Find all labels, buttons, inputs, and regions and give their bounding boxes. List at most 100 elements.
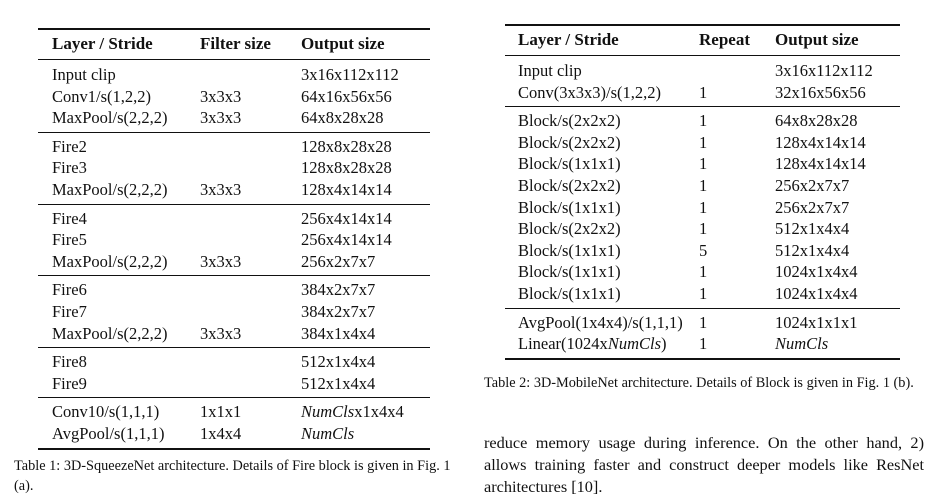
layer-cell: Conv1/s(1,2,2) (52, 86, 151, 106)
layer-cell: Fire8 (52, 352, 87, 372)
output-cell: 3x16x112x112 (775, 61, 873, 80)
output-cell: 64x8x28x28 (301, 108, 384, 128)
layer-cell: MaxPool/s(2,2,2) (52, 251, 168, 271)
table-rule (505, 357, 900, 360)
table1-caption: Table 1: 3D-SqueezeNet architecture. Det… (14, 458, 451, 494)
layer-cell: MaxPool/s(2,2,2) (52, 180, 168, 199)
output-cell: 3x16x112x112 (301, 65, 399, 84)
table-rule (505, 106, 900, 108)
layer-cell: AvgPool/s(1,1,1) (52, 424, 165, 443)
layer-cell: MaxPool/s(2,2,2) (52, 323, 168, 343)
layer-cell: AvgPool(1x4x4)/s(1,1,1) (518, 312, 683, 332)
table-rule (38, 275, 430, 277)
mobilenet-table: Layer / Stride Repeat Output size Input cli… (505, 24, 900, 364)
column-header: Filter size (200, 34, 271, 53)
layer-cell: Conv(3x3x3)/s(1,2,2) (518, 82, 661, 102)
layer-cell: Block/s(2x2x2) (518, 176, 621, 195)
table-rule (38, 447, 430, 450)
output-cell: 32x16x56x56 (775, 82, 866, 102)
output-cell: NumCls (775, 334, 828, 354)
filter-cell: 3x3x3 (200, 108, 242, 128)
layer-cell: Block/s(1x1x1) (518, 154, 621, 174)
output-cell: 128x8x28x28 (301, 158, 392, 178)
repeat-cell: 1 (699, 334, 708, 354)
output-cell: 512x1x4x4 (301, 352, 376, 372)
filter-cell: 3x3x3 (200, 323, 242, 343)
output-cell: 512x1x4x4 (301, 373, 376, 393)
table-rule (38, 28, 430, 30)
layer-cell: Fire5 (52, 230, 87, 250)
output-cell: 384x2x7x7 (301, 302, 376, 321)
italic-symbol: NumCls (607, 334, 661, 354)
repeat-cell: 1 (699, 262, 708, 282)
italic-symbol: NumCls (301, 424, 355, 443)
table-rule (38, 397, 430, 399)
layer-cell: Linear(1024xNumCls) (518, 334, 667, 354)
output-cell: 256x4x14x14 (301, 230, 392, 250)
output-cell: 128x4x14x14 (301, 180, 392, 199)
layer-cell: Block/s(2x2x2) (518, 219, 621, 239)
table-rule (38, 203, 430, 205)
repeat-cell: 1 (699, 111, 708, 131)
italic-symbol: NumCls (775, 334, 829, 354)
repeat-cell: 1 (699, 197, 708, 217)
output-cell: 256x2x7x7 (301, 251, 376, 271)
output-cell: 128x4x14x14 (775, 132, 866, 152)
table-rule (505, 24, 900, 26)
repeat-cell: 1 (699, 176, 708, 195)
table-rule (38, 131, 430, 133)
table-rule (505, 307, 900, 309)
output-cell: 512x1x4x4 (775, 219, 850, 239)
layer-cell: Input clip (52, 65, 116, 84)
output-cell: 1024x1x1x1 (775, 312, 858, 332)
repeat-cell: 1 (699, 154, 708, 174)
filter-cell: 3x3x3 (200, 86, 242, 106)
layer-cell: Fire9 (52, 373, 87, 393)
output-cell: NumClsx1x4x4 (301, 402, 404, 422)
repeat-cell: 1 (699, 284, 708, 303)
output-cell: 128x8x28x28 (301, 136, 392, 156)
layer-cell: Block/s(2x2x2) (518, 132, 621, 152)
layer-cell: Block/s(1x1x1) (518, 240, 621, 260)
repeat-cell: 5 (699, 240, 708, 260)
layer-cell: Block/s(1x1x1) (518, 197, 621, 217)
repeat-cell: 1 (699, 312, 708, 332)
table2-caption: Table 2: 3D-MobileNet architecture. Deta… (484, 375, 914, 391)
cell-text: x1x4x4 (354, 402, 404, 422)
output-cell: 1024x1x4x4 (775, 284, 858, 303)
layer-cell: Fire3 (52, 158, 87, 178)
table-rule (505, 55, 900, 56)
output-cell: 64x16x56x56 (301, 86, 392, 106)
cell-text: Linear(1024x (518, 334, 608, 354)
layer-cell: Input clip (518, 61, 582, 80)
column-header: Layer / Stride (52, 34, 153, 53)
output-cell: 256x4x14x14 (301, 208, 392, 228)
repeat-cell: 1 (699, 82, 708, 102)
cell-text: ) (661, 334, 667, 354)
repeat-cell: 1 (699, 219, 708, 239)
layer-cell: Fire6 (52, 280, 87, 300)
body-paragraph: reduce memory usage during inference. On… (484, 433, 924, 496)
layer-cell: Conv10/s(1,1,1) (52, 402, 160, 422)
output-cell: 384x2x7x7 (301, 280, 376, 300)
output-cell: 256x2x7x7 (775, 197, 850, 217)
filter-cell: 1x1x1 (200, 402, 242, 422)
layer-cell: Fire7 (52, 302, 87, 321)
layer-cell: Fire4 (52, 208, 87, 228)
column-header: Repeat (699, 30, 750, 49)
italic-symbol: NumCls (301, 402, 355, 422)
output-cell: NumCls (301, 424, 354, 444)
squeezenet-table: Layer / Stride Filter size Output size Inpu… (38, 28, 430, 450)
filter-cell: 3x3x3 (200, 251, 242, 271)
output-cell: 256x2x7x7 (775, 176, 850, 195)
layer-cell: Block/s(2x2x2) (518, 111, 621, 131)
output-cell: 1024x1x4x4 (775, 262, 858, 282)
filter-cell: 3x3x3 (200, 180, 242, 199)
output-cell: 384x1x4x4 (301, 323, 376, 343)
layer-cell: Fire2 (52, 136, 87, 156)
table-rule (38, 347, 430, 349)
output-cell: 512x1x4x4 (775, 240, 850, 260)
column-header: Output size (775, 30, 859, 49)
repeat-cell: 1 (699, 132, 708, 152)
column-header: Output size (301, 34, 385, 53)
